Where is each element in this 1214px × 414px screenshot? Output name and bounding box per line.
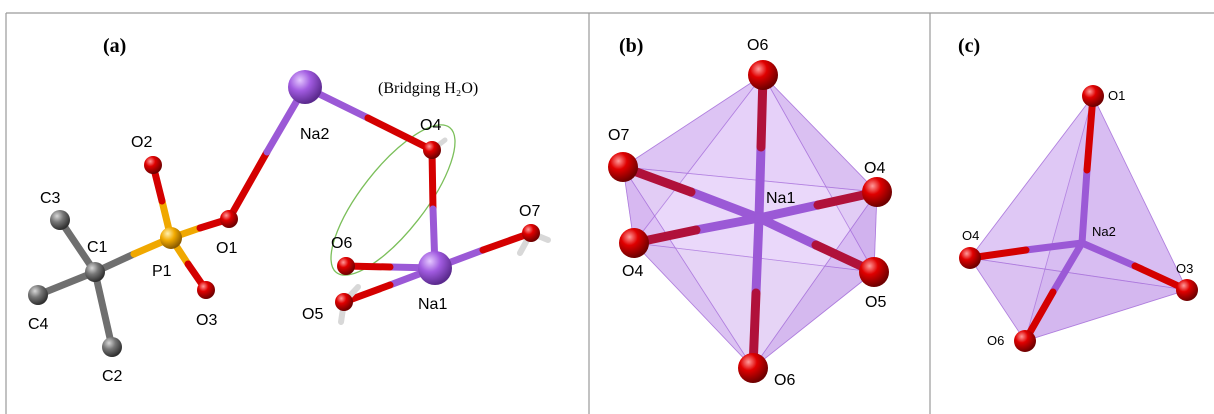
o5-atom: [335, 293, 353, 311]
label-o2: O2: [131, 134, 152, 151]
o1-atom: [220, 210, 238, 228]
atoms-c: [959, 85, 1198, 352]
atom-labels-b: O6 O7 O4 Na1 O4 O5 O6: [608, 37, 886, 389]
na1-atom: [418, 251, 452, 285]
label-c-na2: Na2: [1092, 224, 1116, 239]
label-b-o4: O4: [864, 160, 885, 177]
o2-atom: [144, 156, 162, 174]
label-o7: O7: [519, 203, 540, 220]
atom-labels-a: Na2 O4 O2 C3 C1 P1 O1 O6 O7 C4 O3 O5 Na1…: [28, 117, 540, 385]
o4-left-atom: [619, 228, 649, 258]
label-p1: P1: [152, 263, 172, 280]
label-c4: C4: [28, 316, 49, 333]
o6-atom: [337, 257, 355, 275]
label-b-o6-bottom: O6: [774, 372, 795, 389]
panel-a-label: (a): [103, 35, 126, 57]
panel-b: (b): [608, 35, 892, 389]
na2-atom: [288, 70, 322, 104]
c-o3-atom: [1176, 279, 1198, 301]
label-c-o1: O1: [1108, 88, 1125, 103]
c2-atom: [102, 337, 122, 357]
panel-c-label: (c): [958, 35, 980, 57]
atoms-a: [28, 70, 540, 357]
label-na1: Na1: [418, 296, 447, 313]
c-o4-atom: [959, 247, 981, 269]
label-na2: Na2: [300, 126, 329, 143]
o4-right-atom: [862, 177, 892, 207]
c4-atom: [28, 285, 48, 305]
atoms-b: [608, 60, 892, 383]
label-b-o7: O7: [608, 127, 629, 144]
label-c-o6: O6: [987, 333, 1004, 348]
panel-b-label: (b): [619, 35, 643, 57]
label-c2: C2: [102, 368, 123, 385]
label-b-na1: Na1: [766, 190, 795, 207]
label-c-o4: O4: [962, 228, 979, 243]
label-b-o4-left: O4: [622, 263, 643, 280]
c-o1-atom: [1082, 85, 1104, 107]
c-o6-atom: [1014, 330, 1036, 352]
label-o6: O6: [331, 235, 352, 252]
bonds-a: [34, 83, 551, 351]
c1-atom: [85, 262, 105, 282]
panel-c: (c) O1 O4 Na2: [958, 35, 1198, 352]
bridging-water-note: (Bridging H₂O): [378, 80, 478, 97]
label-c3: C3: [40, 190, 61, 207]
label-c1: C1: [87, 239, 108, 256]
o5-atom: [859, 257, 889, 287]
bridging-water-ellipse: [330, 124, 456, 276]
o6-top-atom: [748, 60, 778, 90]
label-o4: O4: [420, 117, 441, 134]
panel-a: (a) (Bridging H₂O): [28, 35, 551, 385]
panel-borders: [5, 12, 1214, 414]
o4-atom: [423, 141, 441, 159]
o3-atom: [197, 281, 215, 299]
label-o3: O3: [196, 312, 217, 329]
atom-labels-c: O1 O4 Na2 O3 O6: [962, 88, 1193, 348]
o6-bottom-atom: [738, 353, 768, 383]
label-o1: O1: [216, 240, 237, 257]
p1-atom: [160, 227, 182, 249]
c3-atom: [50, 210, 70, 230]
o7-atom: [608, 152, 638, 182]
label-o5: O5: [302, 306, 323, 323]
label-b-o6-top: O6: [747, 37, 768, 54]
o7-atom: [522, 224, 540, 242]
tetrahedron-polyhedron: [969, 94, 1188, 342]
label-b-o5: O5: [865, 294, 886, 311]
label-c-o3: O3: [1176, 261, 1193, 276]
